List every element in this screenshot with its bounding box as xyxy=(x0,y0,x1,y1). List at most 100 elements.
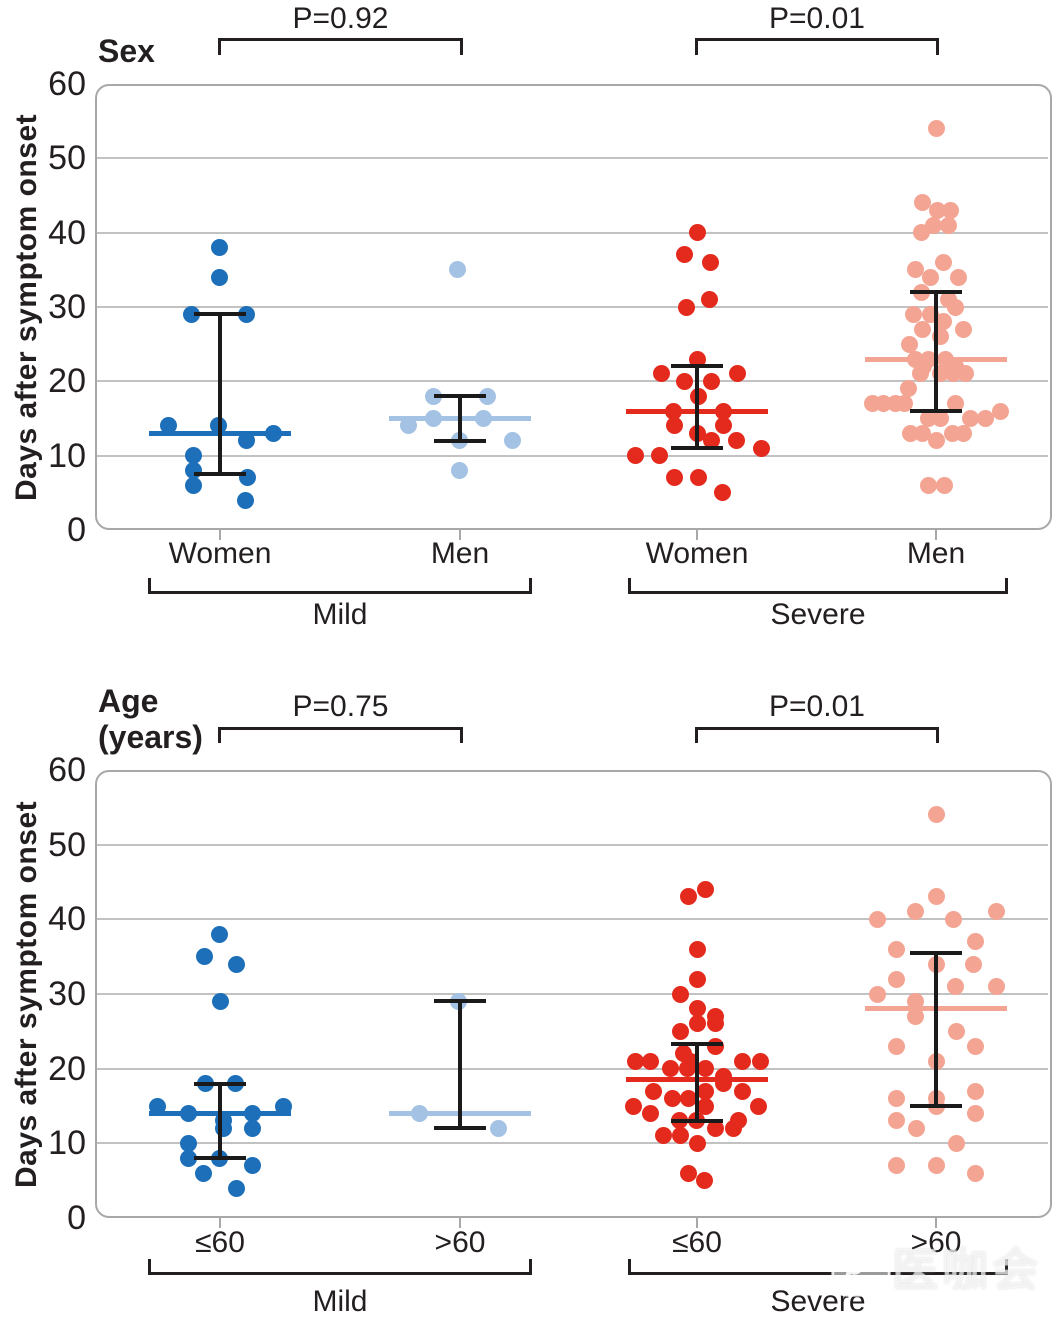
comparison-bracket xyxy=(218,38,463,55)
p-value-label: P=0.92 xyxy=(292,2,389,35)
data-point xyxy=(913,424,931,442)
data-point xyxy=(946,298,964,316)
data-point xyxy=(906,1007,924,1025)
panel-title: Age (years) xyxy=(98,683,203,755)
y-tick-label: 40 xyxy=(48,213,86,252)
data-point xyxy=(900,335,918,353)
data-point xyxy=(976,410,994,427)
data-point xyxy=(227,1179,245,1197)
data-point xyxy=(956,365,974,383)
watermark-caption-bar xyxy=(916,1290,1034,1297)
watermark-logo-icon xyxy=(831,1237,891,1297)
data-point xyxy=(210,925,228,943)
iqr-whisker xyxy=(458,396,462,441)
y-tick-label: 50 xyxy=(48,139,86,178)
data-point xyxy=(236,491,254,509)
data-point xyxy=(702,432,720,450)
data-point xyxy=(211,992,229,1010)
data-point xyxy=(887,1112,905,1130)
data-point xyxy=(706,1037,724,1055)
y-tick-label: 60 xyxy=(48,65,86,103)
y-axis-title: Days after symptom onset xyxy=(10,113,43,501)
data-point xyxy=(688,940,706,958)
y-tick-label: 0 xyxy=(67,511,86,549)
data-point xyxy=(641,1104,659,1122)
data-point xyxy=(274,1097,292,1115)
gridline xyxy=(97,231,1048,234)
data-point xyxy=(665,417,683,435)
y-axis-title: Days after symptom onset xyxy=(10,800,43,1188)
gridline xyxy=(97,380,1048,383)
data-point xyxy=(194,1164,212,1182)
y-tick-label: 0 xyxy=(67,1199,86,1237)
data-point xyxy=(688,224,706,242)
data-point xyxy=(912,224,930,242)
iqr-cap xyxy=(671,1042,723,1047)
group-label: Men xyxy=(906,537,966,570)
data-point xyxy=(887,940,905,958)
data-point xyxy=(899,380,917,398)
data-point xyxy=(911,365,929,383)
data-point xyxy=(663,1090,681,1108)
group-label: >60 xyxy=(434,1226,486,1259)
data-point xyxy=(665,469,683,487)
iqr-cap xyxy=(434,394,486,399)
data-point xyxy=(887,970,905,988)
data-point xyxy=(696,1097,714,1115)
data-point xyxy=(921,268,939,286)
data-point xyxy=(671,1127,689,1145)
data-point xyxy=(751,1052,769,1070)
data-point xyxy=(887,1157,905,1175)
group-label: ≤60 xyxy=(195,1226,245,1259)
data-point xyxy=(677,298,695,316)
iqr-cap xyxy=(194,312,246,317)
data-point xyxy=(671,985,689,1003)
data-point xyxy=(179,1149,197,1167)
gridline xyxy=(97,918,1048,921)
data-point xyxy=(964,955,982,973)
data-point xyxy=(887,1037,905,1055)
data-point xyxy=(701,253,719,271)
data-point xyxy=(184,476,202,494)
data-point xyxy=(954,424,972,442)
data-point xyxy=(688,970,706,988)
data-point xyxy=(919,476,937,494)
iqr-cap xyxy=(194,472,246,477)
data-point xyxy=(626,447,644,465)
x-tick xyxy=(935,530,937,540)
iqr-whisker xyxy=(218,314,222,475)
p-value-label: P=0.75 xyxy=(292,690,389,723)
gridline xyxy=(97,306,1048,308)
data-point xyxy=(954,320,972,338)
data-point xyxy=(949,268,967,286)
data-point xyxy=(210,239,228,257)
p-value-label: P=0.01 xyxy=(769,2,865,35)
data-point xyxy=(913,194,931,212)
iqr-cap xyxy=(194,1156,246,1161)
data-point xyxy=(913,320,931,338)
iqr-cap xyxy=(910,950,962,955)
iqr-whisker xyxy=(458,1001,462,1129)
iqr-whisker xyxy=(695,366,699,449)
data-point xyxy=(714,417,732,435)
iqr-whisker xyxy=(695,1044,699,1121)
data-point xyxy=(243,1119,261,1137)
data-point xyxy=(695,1172,713,1190)
data-point xyxy=(626,1052,644,1070)
data-point xyxy=(675,372,693,390)
iqr-cap xyxy=(910,290,962,295)
data-point xyxy=(927,1157,945,1175)
data-point xyxy=(706,1119,724,1137)
data-point xyxy=(887,1090,905,1108)
data-point xyxy=(904,305,922,323)
gridline xyxy=(97,1067,1048,1070)
data-point xyxy=(946,395,964,413)
y-tick-label: 20 xyxy=(48,362,86,401)
data-point xyxy=(944,910,962,928)
data-point xyxy=(654,1127,672,1145)
data-point xyxy=(927,432,945,450)
data-point xyxy=(733,1082,751,1100)
comparison-bracket xyxy=(218,727,463,743)
data-point xyxy=(966,1037,984,1055)
data-point xyxy=(195,948,213,966)
